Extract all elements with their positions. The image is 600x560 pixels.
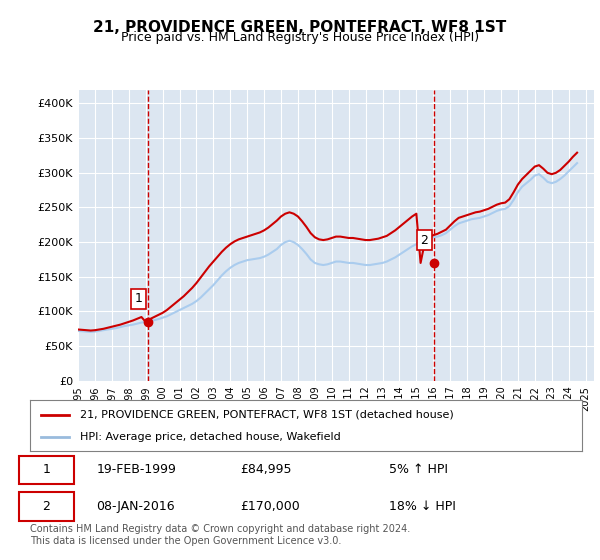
Text: 18% ↓ HPI: 18% ↓ HPI (389, 500, 455, 513)
Text: Contains HM Land Registry data © Crown copyright and database right 2024.
This d: Contains HM Land Registry data © Crown c… (30, 524, 410, 546)
Text: Price paid vs. HM Land Registry's House Price Index (HPI): Price paid vs. HM Land Registry's House … (121, 31, 479, 44)
Text: 19-FEB-1999: 19-FEB-1999 (96, 464, 176, 477)
Text: £170,000: £170,000 (240, 500, 299, 513)
Text: 21, PROVIDENCE GREEN, PONTEFRACT, WF8 1ST: 21, PROVIDENCE GREEN, PONTEFRACT, WF8 1S… (94, 20, 506, 35)
Text: £84,995: £84,995 (240, 464, 291, 477)
Text: 5% ↑ HPI: 5% ↑ HPI (389, 464, 448, 477)
Text: 2: 2 (43, 500, 50, 513)
Text: 21, PROVIDENCE GREEN, PONTEFRACT, WF8 1ST (detached house): 21, PROVIDENCE GREEN, PONTEFRACT, WF8 1S… (80, 409, 454, 419)
Text: 1: 1 (43, 464, 50, 477)
Text: 2: 2 (420, 234, 428, 246)
FancyBboxPatch shape (19, 492, 74, 521)
Text: 1: 1 (134, 292, 142, 305)
FancyBboxPatch shape (19, 456, 74, 484)
Text: 08-JAN-2016: 08-JAN-2016 (96, 500, 175, 513)
Text: HPI: Average price, detached house, Wakefield: HPI: Average price, detached house, Wake… (80, 432, 340, 442)
